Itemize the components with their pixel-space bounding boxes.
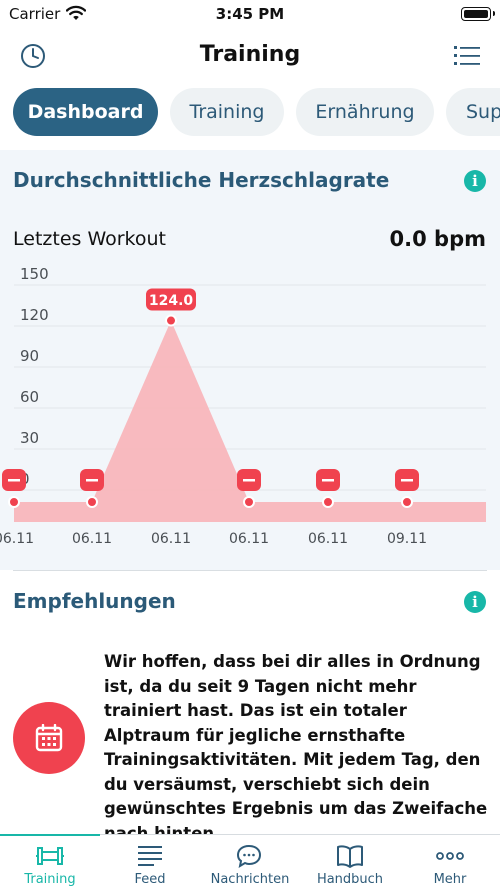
- tab-dashboard[interactable]: Dashboard: [13, 88, 158, 136]
- area-fill: [14, 320, 486, 522]
- tabbar-item-handbuch[interactable]: Handbuch: [300, 835, 400, 889]
- info-icon[interactable]: i: [464, 591, 486, 613]
- data-label-dash: [243, 479, 255, 482]
- data-point: [86, 496, 98, 508]
- calendar-icon: [35, 724, 63, 752]
- tab-ernaehrung[interactable]: Ernährung: [296, 88, 434, 136]
- recommendation-text: Wir hoffen, dass bei dir alles in Ordnun…: [104, 652, 488, 843]
- tabbar-label: Training: [24, 872, 76, 887]
- y-tick-label: 90: [20, 347, 39, 365]
- tabbar-item-mehr[interactable]: Mehr: [400, 835, 500, 889]
- tabbar-item-training[interactable]: Training: [0, 834, 100, 889]
- x-tick-label: 06.11: [151, 531, 191, 547]
- y-tick-label: 30: [20, 429, 39, 447]
- bottom-tab-bar: Training Feed Nachrichten Handbuch Mehr: [0, 834, 500, 889]
- calendar-badge: [13, 702, 85, 774]
- status-time: 3:45 PM: [215, 5, 285, 23]
- data-point: [165, 314, 177, 327]
- x-tick-label: 06.11: [229, 531, 269, 547]
- battery-icon: [461, 7, 495, 21]
- data-label-dash: [401, 479, 413, 482]
- status-bar: Carrier 3:45 PM: [0, 0, 500, 30]
- tabbar-label: Nachrichten: [210, 872, 290, 887]
- recommendations-title: Empfehlungen: [13, 589, 176, 613]
- tabbar-label: Feed: [134, 872, 166, 887]
- x-tick-label: 06.11: [308, 531, 348, 547]
- last-workout-value: 0.0 bpm: [389, 227, 486, 251]
- tab-training[interactable]: Training: [170, 88, 284, 136]
- data-point: [8, 496, 20, 508]
- tab-supplements[interactable]: Sup: [446, 88, 500, 136]
- more-icon: [436, 852, 464, 860]
- y-tick-label: 120: [20, 306, 49, 324]
- heart-rate-chart: 1501209060300124.006.1106.1106.1106.1106…: [0, 265, 486, 547]
- carrier-label: Carrier: [9, 5, 61, 23]
- y-tick-label: 150: [20, 265, 49, 283]
- wifi-icon: [66, 5, 86, 20]
- tabbar-label: Mehr: [433, 872, 467, 887]
- tabbar-label: Handbuch: [316, 872, 384, 887]
- heart-rate-title: Durchschnittliche Herzschlagrate: [13, 168, 390, 192]
- last-workout-label: Letztes Workout: [13, 228, 166, 250]
- data-label-badge: [146, 288, 196, 311]
- x-tick-label: 06.11: [0, 531, 34, 547]
- tabbar-item-nachrichten[interactable]: Nachrichten: [200, 835, 300, 889]
- clock-icon[interactable]: [20, 43, 46, 69]
- section-divider: [13, 570, 487, 571]
- recommendations-header: Empfehlungen i: [0, 588, 500, 618]
- data-point: [243, 496, 255, 508]
- chat-icon: [236, 844, 262, 869]
- segment-tabs: Dashboard Training Ernährung Sup: [0, 88, 500, 138]
- data-label-dash: [322, 479, 334, 482]
- heart-rate-card: Durchschnittliche Herzschlagrate i Letzt…: [0, 150, 500, 570]
- info-icon[interactable]: i: [464, 170, 486, 192]
- feed-icon: [138, 846, 162, 866]
- data-label-dash: [8, 479, 20, 482]
- data-point: [401, 496, 413, 508]
- page-title: Training: [199, 42, 301, 67]
- x-tick-label: 09.11: [387, 531, 427, 547]
- book-icon: [337, 845, 363, 868]
- data-label: 124.0: [149, 293, 194, 309]
- x-tick-label: 06.11: [72, 531, 112, 547]
- tabbar-item-feed[interactable]: Feed: [100, 835, 200, 889]
- navigation-bar: Training: [0, 30, 500, 82]
- list-icon[interactable]: [454, 44, 480, 66]
- y-tick-label: 60: [20, 388, 39, 406]
- data-point: [322, 496, 334, 508]
- data-label-dash: [86, 479, 98, 482]
- dumbbell-icon: [36, 847, 64, 865]
